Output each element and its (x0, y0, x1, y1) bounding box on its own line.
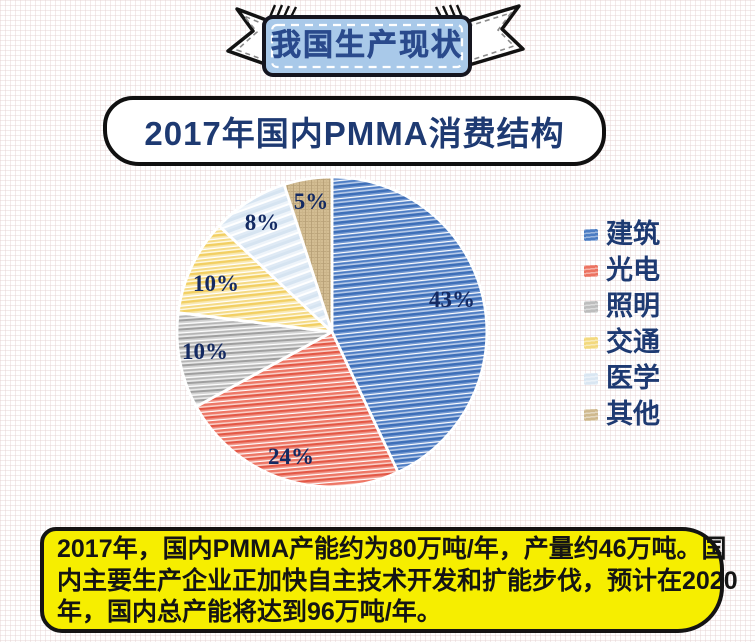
chart-title: 2017年国内PMMA消费结构 (144, 115, 565, 152)
legend-row: 交通 (584, 329, 660, 356)
legend: 建筑 光电 照明 交通 医学 其他 (584, 221, 660, 428)
legend-row: 医学 (584, 365, 660, 392)
legend-swatch-guangdian (584, 264, 598, 277)
pie-slice-交通 (176, 224, 334, 334)
legend-label-zhaoming: 照明 (606, 291, 660, 321)
legend-swatch-yixue (584, 372, 598, 385)
pie-label-guangdian: 24% (268, 444, 314, 469)
pie-label-jiaotong: 10% (193, 271, 239, 296)
legend-swatch-zhaoming (584, 300, 598, 313)
pie-chart (175, 175, 489, 489)
pie-slice-其他 (282, 175, 334, 334)
legend-row: 光电 (584, 257, 660, 284)
legend-swatch-qita (584, 408, 598, 421)
legend-row: 照明 (584, 293, 660, 320)
banner-ribbon (226, 4, 525, 77)
pie-label-jianzhu: 43% (429, 287, 475, 312)
pie-label-yixue: 8% (244, 210, 280, 235)
pie-slice-建筑 (330, 175, 489, 474)
note-line: 年，国内总产能将达到96万吨/年。 (57, 598, 442, 626)
note-line: 2017年，国内PMMA产能约为80万吨/年，产量约46万吨。国 (57, 535, 727, 563)
banner-body (262, 15, 472, 77)
legend-row: 其他 (584, 401, 660, 428)
banner-inner-dashes (270, 23, 464, 69)
legend-label-yixue: 医学 (606, 363, 660, 393)
note-box: 2017年，国内PMMA产能约为80万吨/年，产量约46万吨。国 内主要生产企业… (40, 527, 738, 633)
note-line: 内主要生产企业正加快自主技术开发和扩能步伐，预计在2020 (57, 566, 738, 595)
legend-row: 建筑 (584, 221, 660, 248)
pie-slice-照明 (175, 311, 334, 409)
legend-swatch-jianzhu (584, 228, 598, 241)
legend-label-jianzhu: 建筑 (606, 219, 660, 249)
banner-right-flag-dashes (458, 11, 516, 65)
title-bubble: 2017年国内PMMA消费结构 (103, 96, 606, 166)
banner-label: 我国生产现状 (271, 29, 463, 63)
pie-slice-光电 (194, 330, 400, 489)
pie-label-zhaoming: 10% (182, 339, 228, 364)
pie-label-qita: 5% (293, 189, 329, 214)
banner-left-flag-dashes (235, 15, 276, 65)
legend-swatch-jiaotong (584, 336, 598, 349)
legend-label-jiaotong: 交通 (606, 327, 660, 357)
legend-label-qita: 其他 (606, 399, 660, 429)
legend-label-guangdian: 光电 (606, 255, 660, 285)
